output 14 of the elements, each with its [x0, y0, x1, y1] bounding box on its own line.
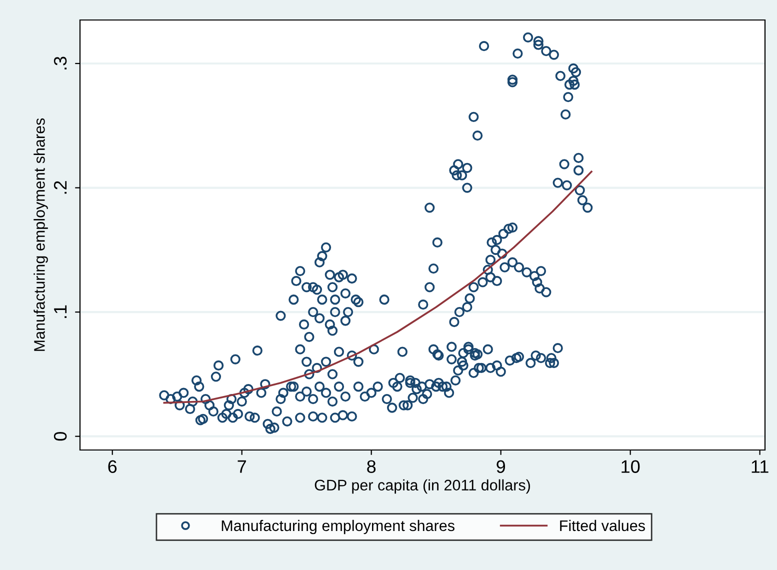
x-tick-label: 10 [622, 460, 640, 473]
x-tick-label: 11 [752, 460, 768, 473]
y-tick-label: .3 [54, 56, 67, 70]
y-tick-label: .1 [54, 305, 67, 318]
x-axis-title: GDP per capita (in 2011 dollars) [314, 479, 530, 494]
x-tick-label: 9 [496, 460, 506, 473]
legend-label: Manufacturing employment shares [222, 520, 454, 534]
legend-label: Fitted values [560, 520, 645, 532]
y-tick-label: 0 [54, 432, 67, 441]
x-tick-label: 6 [108, 460, 117, 473]
x-tick-label: 8 [367, 460, 376, 473]
x-tick-label: 7 [238, 460, 246, 473]
y-tick-label: .2 [54, 181, 67, 194]
y-axis-title: Manufacturing employment shares [34, 118, 48, 351]
